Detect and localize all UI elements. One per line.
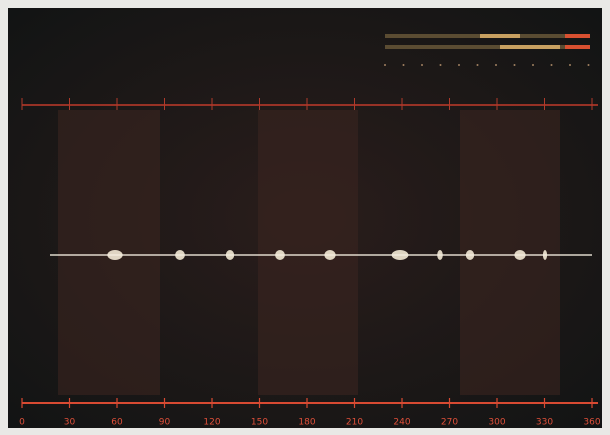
meter-dot	[421, 64, 423, 66]
axis-label: 360	[583, 418, 600, 428]
axis-label: 240	[393, 418, 410, 428]
meter-peak	[565, 34, 590, 38]
meter-level	[500, 45, 560, 49]
page: {"bottom_axis": {"labels": ["0", "30", "…	[0, 0, 610, 435]
meter-dot	[551, 64, 553, 66]
meter-dot	[532, 64, 534, 66]
meter-dot	[477, 64, 479, 66]
axis-label: 180	[298, 418, 315, 428]
axis-label: 330	[536, 418, 553, 428]
axis-label: 150	[251, 418, 268, 428]
axis-label: 210	[346, 418, 363, 428]
meter-dot	[514, 64, 516, 66]
axis-label: 60	[111, 418, 123, 428]
meter-dot	[403, 64, 405, 66]
meter-dot	[384, 64, 386, 66]
meter-level	[480, 34, 520, 38]
axis-label: 120	[203, 418, 220, 428]
meter-peak	[565, 45, 590, 49]
meter-dot	[588, 64, 590, 66]
axis-label: 300	[488, 418, 505, 428]
meter-dot	[440, 64, 442, 66]
axis-label: 90	[159, 418, 171, 428]
visualizer: 0 30 60 90 120 150 180 210 240 270 300 330 360	[0, 0, 610, 435]
axis-label: 270	[441, 418, 458, 428]
axis-label: 0	[19, 418, 25, 428]
meter-dot	[569, 64, 571, 66]
axis-label: 30	[64, 418, 76, 428]
meter-dot	[458, 64, 460, 66]
meter-dot	[495, 64, 497, 66]
